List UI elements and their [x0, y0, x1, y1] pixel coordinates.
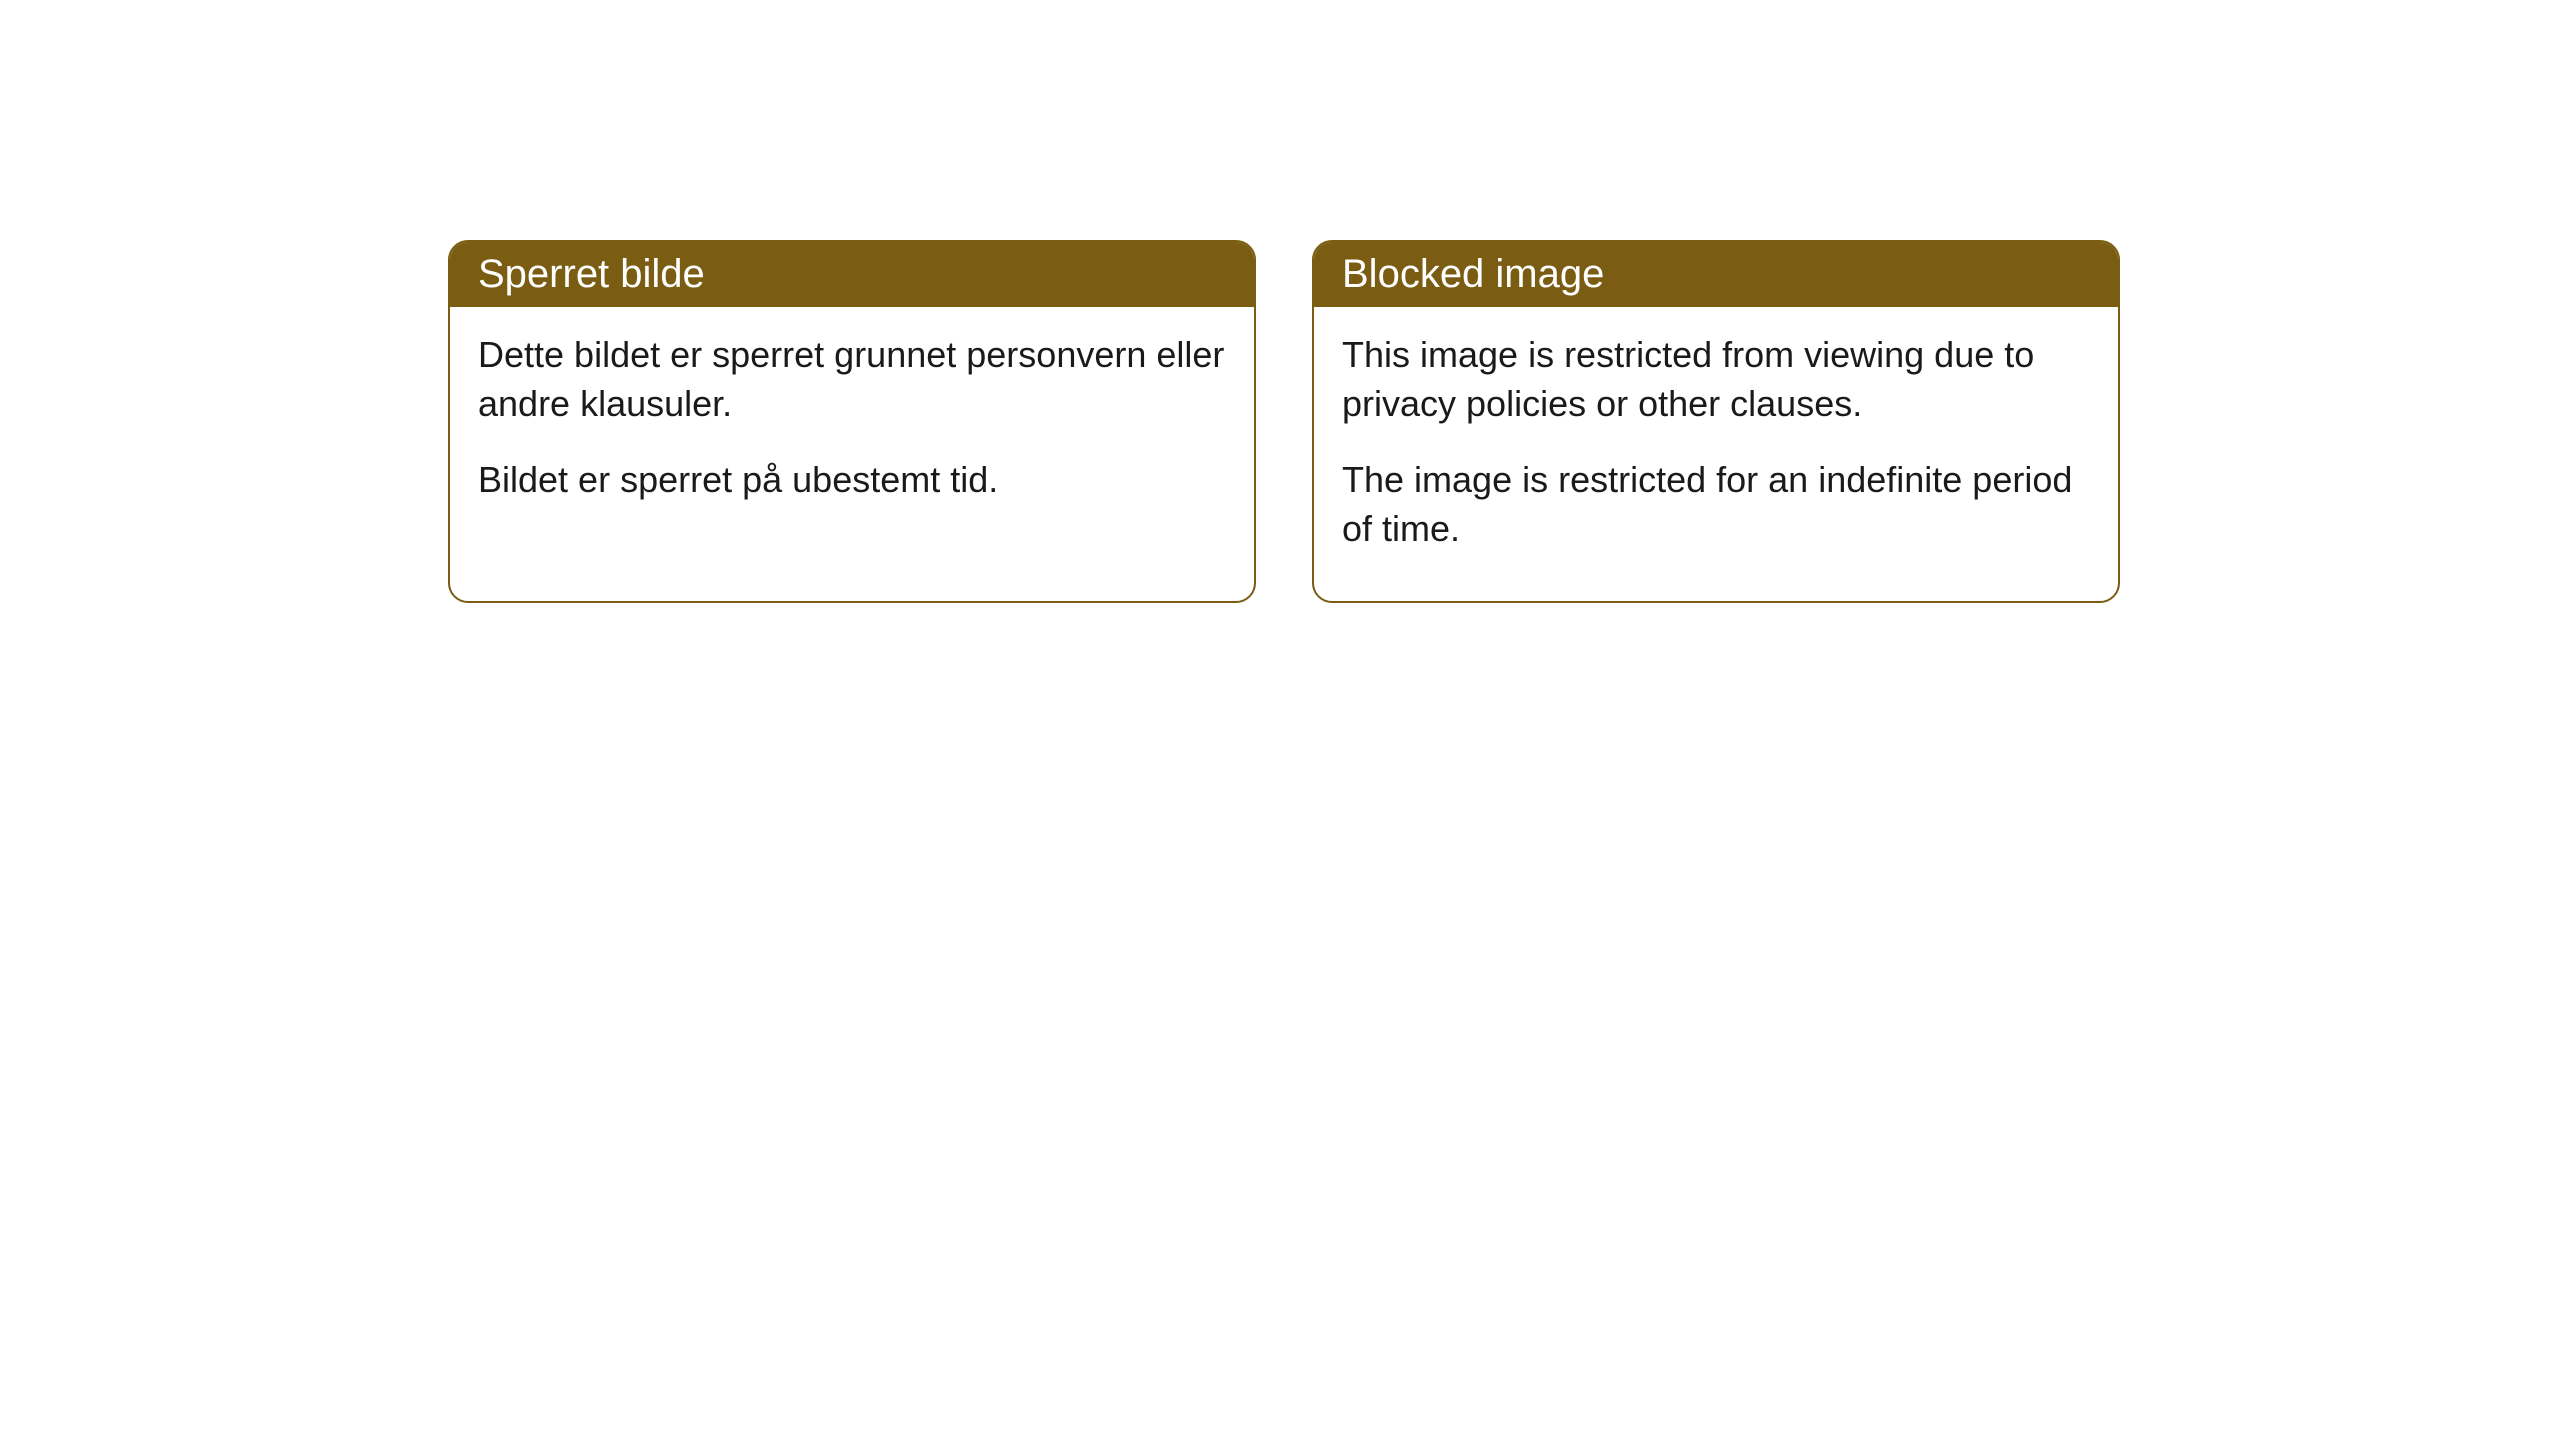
card-paragraph-2-norwegian: Bildet er sperret på ubestemt tid.: [478, 456, 1226, 505]
card-paragraph-1-norwegian: Dette bildet er sperret grunnet personve…: [478, 331, 1226, 428]
card-header-norwegian: Sperret bilde: [450, 242, 1254, 307]
card-body-norwegian: Dette bildet er sperret grunnet personve…: [450, 307, 1254, 553]
card-norwegian: Sperret bilde Dette bildet er sperret gr…: [448, 240, 1256, 603]
card-body-english: This image is restricted from viewing du…: [1314, 307, 2118, 601]
card-title-english: Blocked image: [1342, 252, 1604, 296]
card-header-english: Blocked image: [1314, 242, 2118, 307]
card-english: Blocked image This image is restricted f…: [1312, 240, 2120, 603]
cards-container: Sperret bilde Dette bildet er sperret gr…: [448, 240, 2120, 603]
card-paragraph-2-english: The image is restricted for an indefinit…: [1342, 456, 2090, 553]
card-title-norwegian: Sperret bilde: [478, 252, 705, 296]
card-paragraph-1-english: This image is restricted from viewing du…: [1342, 331, 2090, 428]
